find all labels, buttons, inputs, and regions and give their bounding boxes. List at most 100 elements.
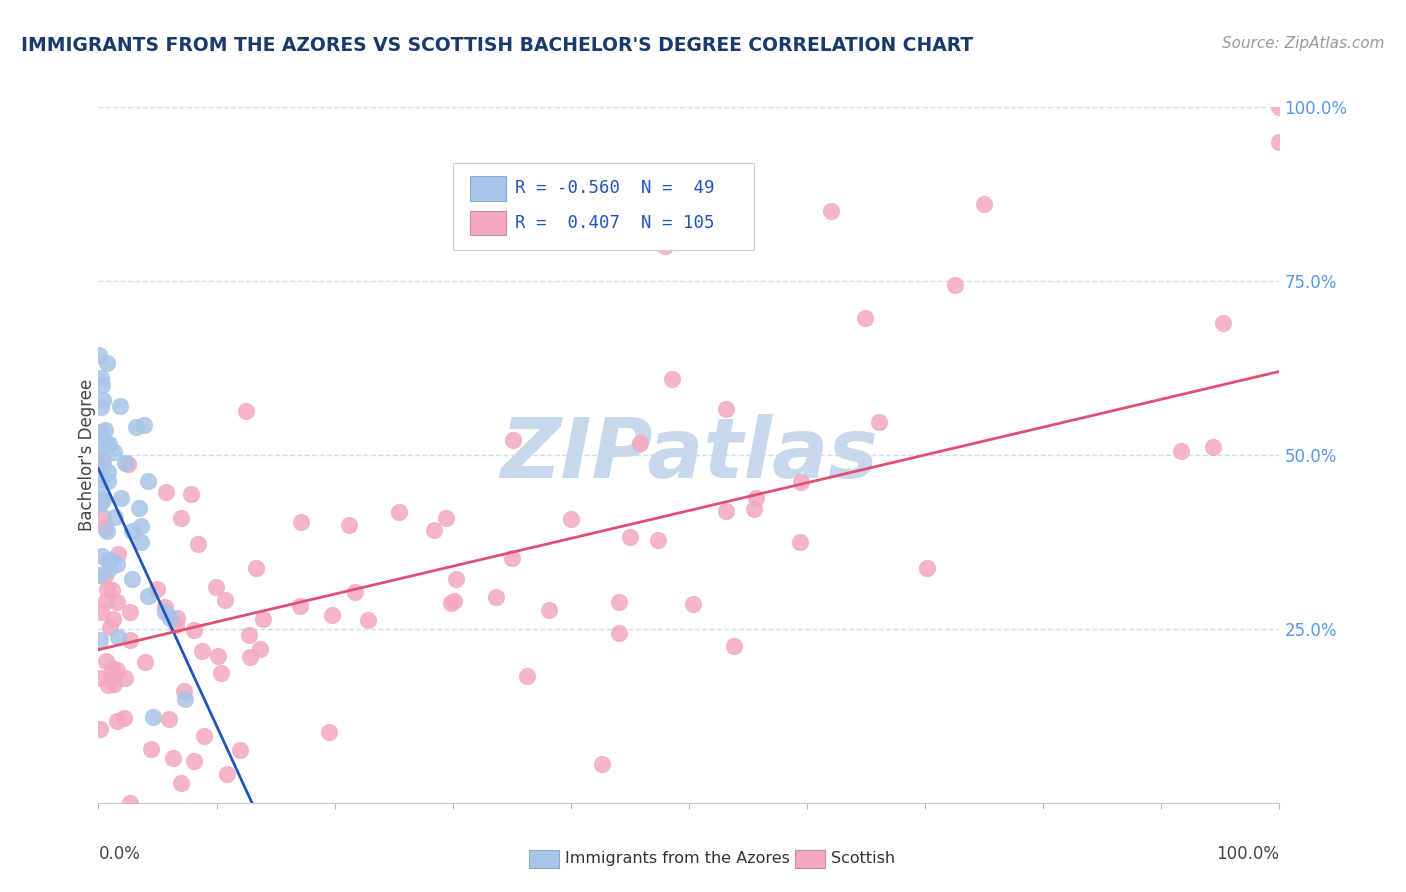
Point: [134, 417, 156, 432]
Point: [96, 524, 118, 538]
Point: [343, 585, 366, 599]
Point: [98, 437, 121, 451]
Point: [744, 491, 766, 505]
Point: [105, 558, 128, 572]
Point: [973, 197, 995, 211]
Point: [100, 673, 122, 687]
Point: [141, 710, 163, 724]
Point: [440, 596, 463, 610]
Point: [205, 580, 228, 594]
Point: [112, 711, 135, 725]
Point: [89, 425, 111, 440]
Point: [117, 457, 139, 471]
Point: [193, 729, 215, 743]
Point: [91, 453, 114, 467]
Point: [607, 595, 630, 609]
Point: [290, 515, 312, 529]
Point: [103, 445, 125, 459]
Point: [245, 561, 267, 575]
Point: [207, 648, 229, 663]
Point: [502, 434, 524, 448]
Point: [97, 474, 120, 488]
Point: [90, 400, 112, 414]
Point: [87, 478, 110, 492]
Point: [128, 500, 150, 515]
Point: [89, 567, 111, 582]
Point: [120, 796, 142, 810]
Point: [97, 562, 120, 576]
Point: [105, 714, 128, 728]
Point: [136, 589, 159, 603]
Point: [165, 618, 187, 632]
Text: Immigrants from the Azores: Immigrants from the Azores: [565, 851, 790, 866]
Point: [183, 624, 205, 638]
Point: [155, 599, 177, 614]
Point: [1268, 135, 1291, 149]
Point: [501, 551, 523, 566]
Point: [89, 472, 111, 486]
Point: [155, 484, 177, 499]
Point: [90, 443, 112, 458]
Point: [183, 754, 205, 768]
Point: [1202, 440, 1225, 454]
Point: [647, 533, 669, 547]
FancyBboxPatch shape: [796, 850, 825, 868]
Point: [89, 348, 111, 362]
Point: [190, 643, 212, 657]
Point: [94, 654, 117, 668]
Point: [91, 392, 114, 407]
Point: [107, 547, 129, 561]
Point: [434, 511, 457, 525]
Point: [239, 650, 262, 665]
Point: [100, 661, 122, 675]
Point: [90, 492, 112, 507]
Text: R = -0.560  N =  49: R = -0.560 N = 49: [516, 179, 714, 197]
Point: [89, 497, 111, 511]
Point: [538, 603, 561, 617]
Point: [357, 613, 380, 627]
Point: [89, 671, 111, 685]
Point: [742, 502, 765, 516]
Point: [682, 598, 704, 612]
Point: [96, 356, 118, 370]
Point: [643, 197, 665, 211]
Point: [1170, 443, 1192, 458]
Point: [107, 630, 129, 644]
Text: Source: ZipAtlas.com: Source: ZipAtlas.com: [1222, 36, 1385, 51]
Point: [118, 633, 141, 648]
Point: [121, 572, 143, 586]
Point: [105, 595, 128, 609]
Point: [318, 724, 340, 739]
Point: [93, 432, 115, 446]
Point: [90, 370, 112, 384]
Point: [714, 503, 737, 517]
Point: [853, 310, 876, 325]
Point: [214, 593, 236, 607]
Point: [943, 278, 966, 293]
FancyBboxPatch shape: [471, 211, 506, 235]
Point: [166, 611, 188, 625]
Text: ZIPatlas: ZIPatlas: [501, 415, 877, 495]
Point: [91, 458, 114, 473]
Point: [790, 475, 813, 489]
Point: [1212, 316, 1234, 330]
Y-axis label: Bachelor's Degree: Bachelor's Degree: [79, 379, 96, 531]
Point: [103, 677, 125, 691]
Point: [180, 487, 202, 501]
Point: [1268, 100, 1291, 114]
Point: [96, 582, 118, 596]
Point: [91, 509, 114, 524]
Point: [97, 465, 120, 479]
Point: [100, 554, 122, 568]
Point: [103, 510, 125, 524]
Point: [91, 549, 114, 563]
Point: [820, 204, 842, 219]
Text: R =  0.407  N = 105: R = 0.407 N = 105: [516, 214, 714, 232]
Point: [215, 767, 238, 781]
Point: [337, 517, 360, 532]
Point: [628, 435, 651, 450]
Point: [153, 605, 176, 619]
FancyBboxPatch shape: [530, 850, 560, 868]
Point: [90, 605, 112, 619]
Point: [94, 521, 117, 535]
